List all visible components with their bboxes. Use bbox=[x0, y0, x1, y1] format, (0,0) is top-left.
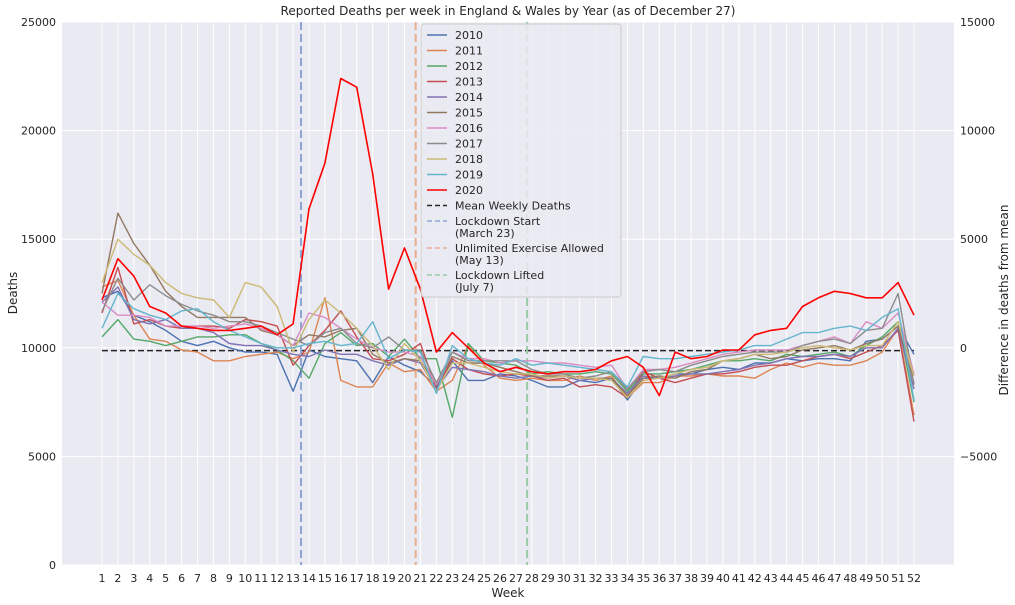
x-tick-label: 31 bbox=[573, 572, 587, 585]
x-tick-label: 27 bbox=[509, 572, 523, 585]
series-line-2017 bbox=[101, 277, 915, 390]
x-tick-label: 10 bbox=[238, 572, 252, 585]
x-tick-label: 43 bbox=[764, 572, 778, 585]
y-axis-title: Deaths bbox=[6, 272, 20, 315]
x-tick-label: 7 bbox=[194, 572, 201, 585]
legend-label-mean-weekly-deaths: Mean Weekly Deaths bbox=[455, 200, 571, 213]
legend-label-2013: 2013 bbox=[455, 76, 483, 89]
legend-label-unlimited-exercise-allowed: Unlimited Exercise Allowed bbox=[455, 242, 604, 255]
x-tick-label: 40 bbox=[716, 572, 730, 585]
y-tick-label: 5000 bbox=[28, 450, 56, 463]
x-tick-label: 44 bbox=[780, 572, 794, 585]
y-tick-label: 10000 bbox=[21, 342, 56, 355]
x-tick-label: 13 bbox=[286, 572, 300, 585]
x-tick-label: 29 bbox=[541, 572, 555, 585]
x-tick-label: 14 bbox=[302, 572, 316, 585]
chart-title: Reported Deaths per week in England & Wa… bbox=[281, 4, 736, 18]
legend: 2010 2011 2012 2013 2014 2015 2016 2017 2018 2019… bbox=[420, 23, 622, 298]
x-tick-label: 20 bbox=[398, 572, 412, 585]
x-tick-label: 5 bbox=[162, 572, 169, 585]
y-tick-label: 25000 bbox=[21, 16, 56, 29]
y-tick-label: 20000 bbox=[21, 125, 56, 138]
x-tick-label: 32 bbox=[589, 572, 603, 585]
x-tick-label: 8 bbox=[210, 572, 217, 585]
x-tick-label: 4 bbox=[146, 572, 153, 585]
x-tick-label: 11 bbox=[254, 572, 268, 585]
x-tick-label: 3 bbox=[130, 572, 137, 585]
x-tick-label: 18 bbox=[366, 572, 380, 585]
legend-label-2015: 2015 bbox=[455, 107, 483, 120]
x-tick-label: 17 bbox=[350, 572, 364, 585]
series-line-2014 bbox=[101, 286, 915, 395]
y-tick-label: 0 bbox=[49, 559, 56, 572]
series-line-2019 bbox=[101, 292, 915, 401]
legend-label-2011: 2011 bbox=[455, 45, 483, 58]
series-lines bbox=[101, 77, 915, 422]
legend-label-lockdown-start: Lockdown Start bbox=[455, 215, 541, 228]
x-tick-label: 41 bbox=[732, 572, 746, 585]
x-tick-label: 15 bbox=[318, 572, 332, 585]
legend-box bbox=[420, 23, 622, 298]
x-tick-label: 9 bbox=[226, 572, 233, 585]
x-tick-label: 23 bbox=[445, 572, 459, 585]
y-right-tick-label: 0 bbox=[960, 342, 967, 355]
axes: 1 2 3 4 5 6 7 8 9 10 11 12 13 14 15 16 17 18 19 20 21 22 23 24 2… bbox=[21, 16, 997, 585]
legend-label-lockdown-lifted: Lockdown Lifted bbox=[455, 269, 544, 282]
x-tick-label: 47 bbox=[827, 572, 841, 585]
x-tick-label: 1 bbox=[99, 572, 106, 585]
legend-label-2020: 2020 bbox=[455, 184, 483, 197]
x-tick-label: 39 bbox=[700, 572, 714, 585]
x-tick-label: 33 bbox=[604, 572, 618, 585]
y-right-tick-label: 5000 bbox=[960, 233, 988, 246]
y-axis-right-title: Difference in deaths from mean bbox=[997, 205, 1011, 396]
x-tick-label: 26 bbox=[493, 572, 507, 585]
legend-label-2019: 2019 bbox=[455, 169, 483, 182]
x-tick-label: 42 bbox=[748, 572, 762, 585]
x-tick-label: 16 bbox=[334, 572, 348, 585]
x-tick-label: 6 bbox=[178, 572, 185, 585]
x-tick-label: 28 bbox=[525, 572, 539, 585]
legend-label-2010: 2010 bbox=[455, 29, 483, 42]
y-right-tick-label: −5000 bbox=[960, 450, 997, 463]
x-tick-label: 48 bbox=[843, 572, 857, 585]
x-tick-label: 30 bbox=[557, 572, 571, 585]
x-tick-label: 50 bbox=[875, 572, 889, 585]
grid-lines bbox=[62, 21, 954, 566]
x-tick-label: 49 bbox=[859, 572, 873, 585]
legend-label-2016: 2016 bbox=[455, 122, 483, 135]
series-line-2020 bbox=[101, 77, 915, 397]
legend-label-2018: 2018 bbox=[455, 153, 483, 166]
x-tick-label: 51 bbox=[891, 572, 905, 585]
x-tick-label: 52 bbox=[907, 572, 921, 585]
y-right-tick-label: 15000 bbox=[960, 16, 995, 29]
legend-sublabel-lockdown-lifted: (July 7) bbox=[455, 281, 494, 294]
legend-label-2014: 2014 bbox=[455, 91, 483, 104]
x-tick-label: 2 bbox=[114, 572, 121, 585]
x-axis-title: Week bbox=[492, 586, 525, 600]
x-tick-label: 35 bbox=[636, 572, 650, 585]
x-tick-label: 24 bbox=[461, 572, 475, 585]
x-tick-label: 12 bbox=[270, 572, 284, 585]
x-tick-label: 34 bbox=[620, 572, 634, 585]
legend-sublabel-unlimited-exercise-allowed: (May 13) bbox=[455, 254, 504, 267]
legend-label-2012: 2012 bbox=[455, 60, 483, 73]
x-tick-label: 45 bbox=[796, 572, 810, 585]
x-tick-label: 21 bbox=[413, 572, 427, 585]
legend-sublabel-lockdown-start: (March 23) bbox=[455, 227, 515, 240]
x-tick-label: 37 bbox=[668, 572, 682, 585]
series-line-2011 bbox=[101, 279, 915, 416]
x-tick-label: 36 bbox=[652, 572, 666, 585]
series-line-2013 bbox=[101, 266, 915, 422]
legend-label-2017: 2017 bbox=[455, 138, 483, 151]
x-tick-label: 25 bbox=[477, 572, 491, 585]
x-tick-label: 22 bbox=[429, 572, 443, 585]
series-line-2018 bbox=[101, 238, 915, 399]
y-right-tick-label: 10000 bbox=[960, 125, 995, 138]
x-tick-label: 19 bbox=[382, 572, 396, 585]
x-tick-label: 38 bbox=[684, 572, 698, 585]
x-tick-label: 46 bbox=[811, 572, 825, 585]
y-tick-label: 15000 bbox=[21, 233, 56, 246]
